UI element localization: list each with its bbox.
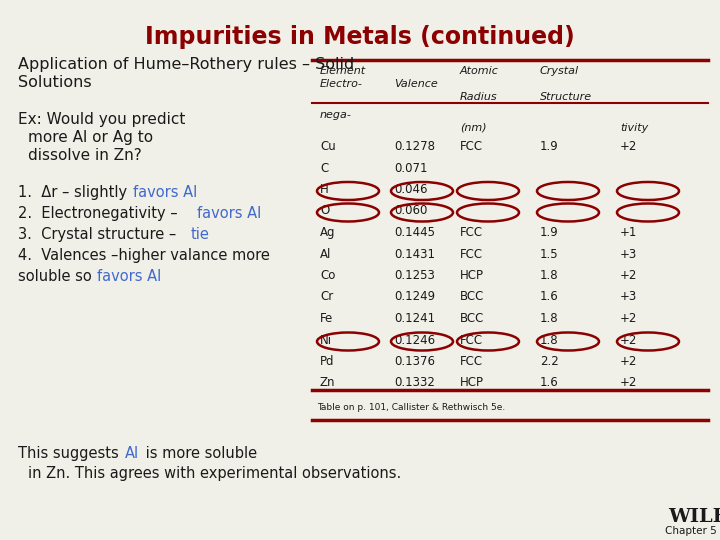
Text: Crystal: Crystal [540, 66, 579, 76]
Text: FCC: FCC [460, 334, 483, 347]
Text: 0.1376: 0.1376 [394, 355, 435, 368]
Text: 1.5: 1.5 [540, 247, 559, 260]
Text: 0.1278: 0.1278 [394, 140, 435, 153]
Text: nega-: nega- [320, 110, 352, 120]
Text: in Zn. This agrees with experimental observations.: in Zn. This agrees with experimental obs… [28, 466, 401, 481]
Text: Ex: Would you predict: Ex: Would you predict [18, 112, 185, 127]
Text: BCC: BCC [460, 291, 485, 303]
Text: Ag: Ag [320, 226, 336, 239]
Text: FCC: FCC [460, 355, 483, 368]
Text: +3: +3 [620, 247, 637, 260]
Text: 0.046: 0.046 [394, 183, 428, 196]
Text: Application of Hume–Rothery rules – Solid: Application of Hume–Rothery rules – Soli… [18, 57, 354, 72]
Text: +2: +2 [620, 269, 637, 282]
Text: HCP: HCP [460, 376, 484, 389]
Text: +2: +2 [620, 312, 637, 325]
Text: 0.1431: 0.1431 [394, 247, 435, 260]
Text: Al: Al [320, 247, 331, 260]
Text: FCC: FCC [460, 247, 483, 260]
Text: 0.1445: 0.1445 [394, 226, 435, 239]
Text: 1.8: 1.8 [540, 312, 559, 325]
Text: Table on p. 101, Callister & Rethwisch 5e.: Table on p. 101, Callister & Rethwisch 5… [317, 403, 505, 413]
Text: 2.  Electronegativity –: 2. Electronegativity – [18, 206, 182, 221]
Text: C: C [320, 161, 328, 174]
Text: This suggests: This suggests [18, 446, 123, 461]
Text: favors Al: favors Al [97, 269, 161, 284]
Text: +3: +3 [620, 291, 637, 303]
Text: Zn: Zn [320, 376, 336, 389]
Text: is more soluble: is more soluble [141, 446, 257, 461]
Text: HCP: HCP [460, 269, 484, 282]
Text: 1.8: 1.8 [540, 334, 559, 347]
Text: Cu: Cu [320, 140, 336, 153]
Text: more Al or Ag to: more Al or Ag to [28, 130, 153, 145]
Text: Chapter 5 - 19: Chapter 5 - 19 [665, 526, 720, 536]
Text: WILEY: WILEY [668, 508, 720, 526]
Text: 1.9: 1.9 [540, 226, 559, 239]
Text: Co: Co [320, 269, 336, 282]
Text: 1.  Δr – slightly: 1. Δr – slightly [18, 185, 132, 200]
Text: Pd: Pd [320, 355, 335, 368]
Text: tivity: tivity [620, 123, 648, 133]
Text: +2: +2 [620, 140, 637, 153]
Text: 0.1332: 0.1332 [394, 376, 435, 389]
Text: +2: +2 [620, 334, 637, 347]
Text: soluble so: soluble so [18, 269, 96, 284]
Text: 1.6: 1.6 [540, 291, 559, 303]
Text: Electro-: Electro- [320, 79, 363, 89]
Text: +1: +1 [620, 226, 637, 239]
Text: 0.060: 0.060 [394, 205, 428, 218]
Text: 1.9: 1.9 [540, 140, 559, 153]
Text: 2.2: 2.2 [540, 355, 559, 368]
Text: FCC: FCC [460, 226, 483, 239]
Text: Structure: Structure [540, 92, 592, 102]
Text: O: O [320, 205, 329, 218]
Text: +2: +2 [620, 376, 637, 389]
Text: 1.8: 1.8 [540, 269, 559, 282]
Text: Al: Al [125, 446, 139, 461]
Text: Impurities in Metals (continued): Impurities in Metals (continued) [145, 25, 575, 49]
Text: 1.6: 1.6 [540, 376, 559, 389]
Text: FCC: FCC [460, 140, 483, 153]
Text: 0.1246: 0.1246 [394, 334, 435, 347]
Text: 0.1241: 0.1241 [394, 312, 435, 325]
Text: favors Al: favors Al [197, 206, 261, 221]
Text: 0.071: 0.071 [394, 161, 428, 174]
Text: Ni: Ni [320, 334, 332, 347]
Text: 4.  Valences –higher valance more: 4. Valences –higher valance more [18, 248, 270, 263]
Text: dissolve in Zn?: dissolve in Zn? [28, 148, 142, 163]
Text: Element: Element [320, 66, 366, 76]
Text: Fe: Fe [320, 312, 333, 325]
Text: Valence: Valence [394, 79, 438, 89]
Text: BCC: BCC [460, 312, 485, 325]
Text: Solutions: Solutions [18, 75, 91, 90]
Text: 0.1253: 0.1253 [394, 269, 435, 282]
Text: tie: tie [191, 227, 210, 242]
Text: (nm): (nm) [460, 123, 487, 133]
Text: Cr: Cr [320, 291, 333, 303]
Text: Atomic: Atomic [460, 66, 499, 76]
Text: Radius: Radius [460, 92, 498, 102]
Text: favors Al: favors Al [133, 185, 197, 200]
Text: 3.  Crystal structure –: 3. Crystal structure – [18, 227, 181, 242]
Text: +2: +2 [620, 355, 637, 368]
Text: 0.1249: 0.1249 [394, 291, 435, 303]
Text: H: H [320, 183, 329, 196]
